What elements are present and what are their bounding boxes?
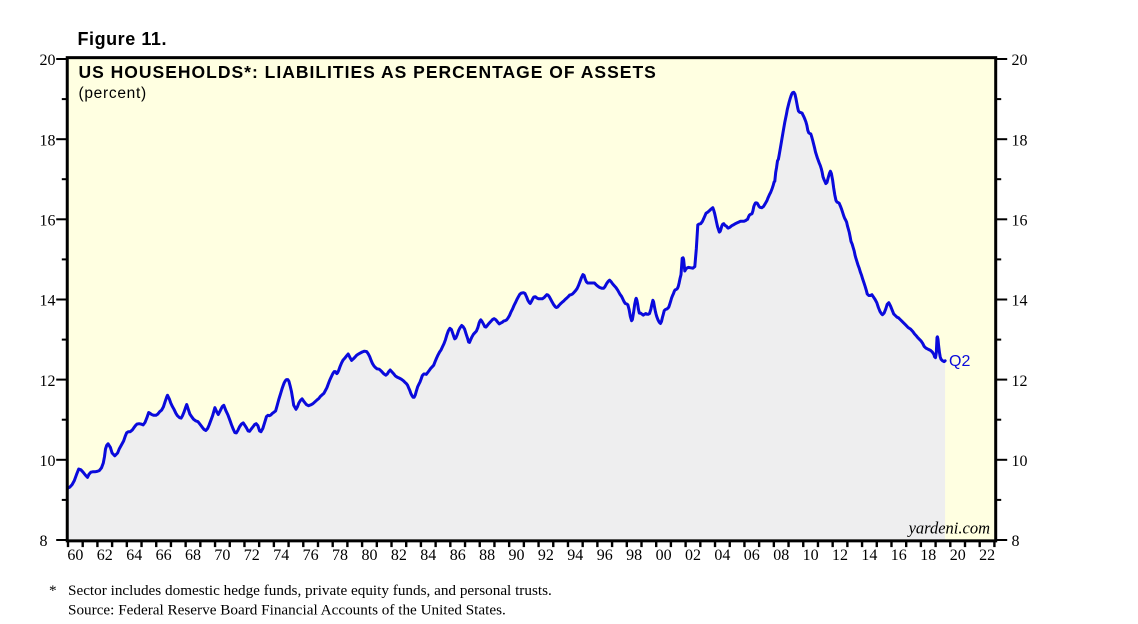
svg-text:02: 02 xyxy=(685,547,701,564)
svg-text:22: 22 xyxy=(979,547,995,564)
svg-text:74: 74 xyxy=(273,547,289,564)
svg-text:96: 96 xyxy=(597,547,613,564)
svg-text:78: 78 xyxy=(332,547,348,564)
svg-text:20: 20 xyxy=(40,52,56,69)
svg-text:68: 68 xyxy=(185,547,201,564)
svg-text:16: 16 xyxy=(40,213,56,230)
svg-text:70: 70 xyxy=(214,547,230,564)
svg-text:8: 8 xyxy=(1012,533,1020,550)
svg-text:14: 14 xyxy=(1012,293,1028,310)
svg-text:04: 04 xyxy=(714,547,730,564)
svg-text:82: 82 xyxy=(391,547,407,564)
svg-text:10: 10 xyxy=(1012,453,1028,470)
svg-text:00: 00 xyxy=(656,547,672,564)
svg-text:06: 06 xyxy=(744,547,760,564)
svg-text:62: 62 xyxy=(97,547,113,564)
svg-text:64: 64 xyxy=(126,547,142,564)
svg-text:8: 8 xyxy=(40,533,48,550)
svg-text:98: 98 xyxy=(626,547,642,564)
svg-text:88: 88 xyxy=(479,547,495,564)
svg-text:18: 18 xyxy=(1012,132,1028,149)
svg-text:16: 16 xyxy=(891,547,907,564)
svg-text:12: 12 xyxy=(832,547,848,564)
svg-text:Source: Federal Reserve Board: Source: Federal Reserve Board Financial … xyxy=(68,602,506,619)
svg-text:86: 86 xyxy=(450,547,466,564)
svg-text:Q2: Q2 xyxy=(949,353,970,370)
svg-text:(percent): (percent) xyxy=(79,85,147,102)
svg-text:60: 60 xyxy=(67,547,83,564)
svg-text:84: 84 xyxy=(420,547,436,564)
svg-text:14: 14 xyxy=(40,293,56,310)
svg-text:18: 18 xyxy=(40,132,56,149)
svg-text:20: 20 xyxy=(950,547,966,564)
svg-text:18: 18 xyxy=(920,547,936,564)
svg-text:20: 20 xyxy=(1012,52,1028,69)
svg-text:92: 92 xyxy=(538,547,554,564)
svg-text:*: * xyxy=(49,582,57,599)
svg-text:10: 10 xyxy=(803,547,819,564)
svg-text:12: 12 xyxy=(40,373,56,390)
svg-text:72: 72 xyxy=(244,547,260,564)
svg-text:16: 16 xyxy=(1012,213,1028,230)
svg-text:Figure 11.: Figure 11. xyxy=(78,29,168,49)
svg-text:US HOUSEHOLDS*: LIABILITIES AS: US HOUSEHOLDS*: LIABILITIES AS PERCENTAG… xyxy=(79,62,657,82)
svg-text:12: 12 xyxy=(1012,373,1028,390)
svg-text:90: 90 xyxy=(509,547,525,564)
svg-text:08: 08 xyxy=(773,547,789,564)
svg-text:14: 14 xyxy=(861,547,877,564)
svg-text:80: 80 xyxy=(362,547,378,564)
svg-text:10: 10 xyxy=(40,453,56,470)
svg-text:76: 76 xyxy=(303,547,319,564)
svg-text:yardeni.com: yardeni.com xyxy=(907,519,990,538)
svg-text:66: 66 xyxy=(156,547,172,564)
svg-text:94: 94 xyxy=(567,547,583,564)
svg-text:Sector includes domestic hedge: Sector includes domestic hedge funds, pr… xyxy=(68,582,552,599)
